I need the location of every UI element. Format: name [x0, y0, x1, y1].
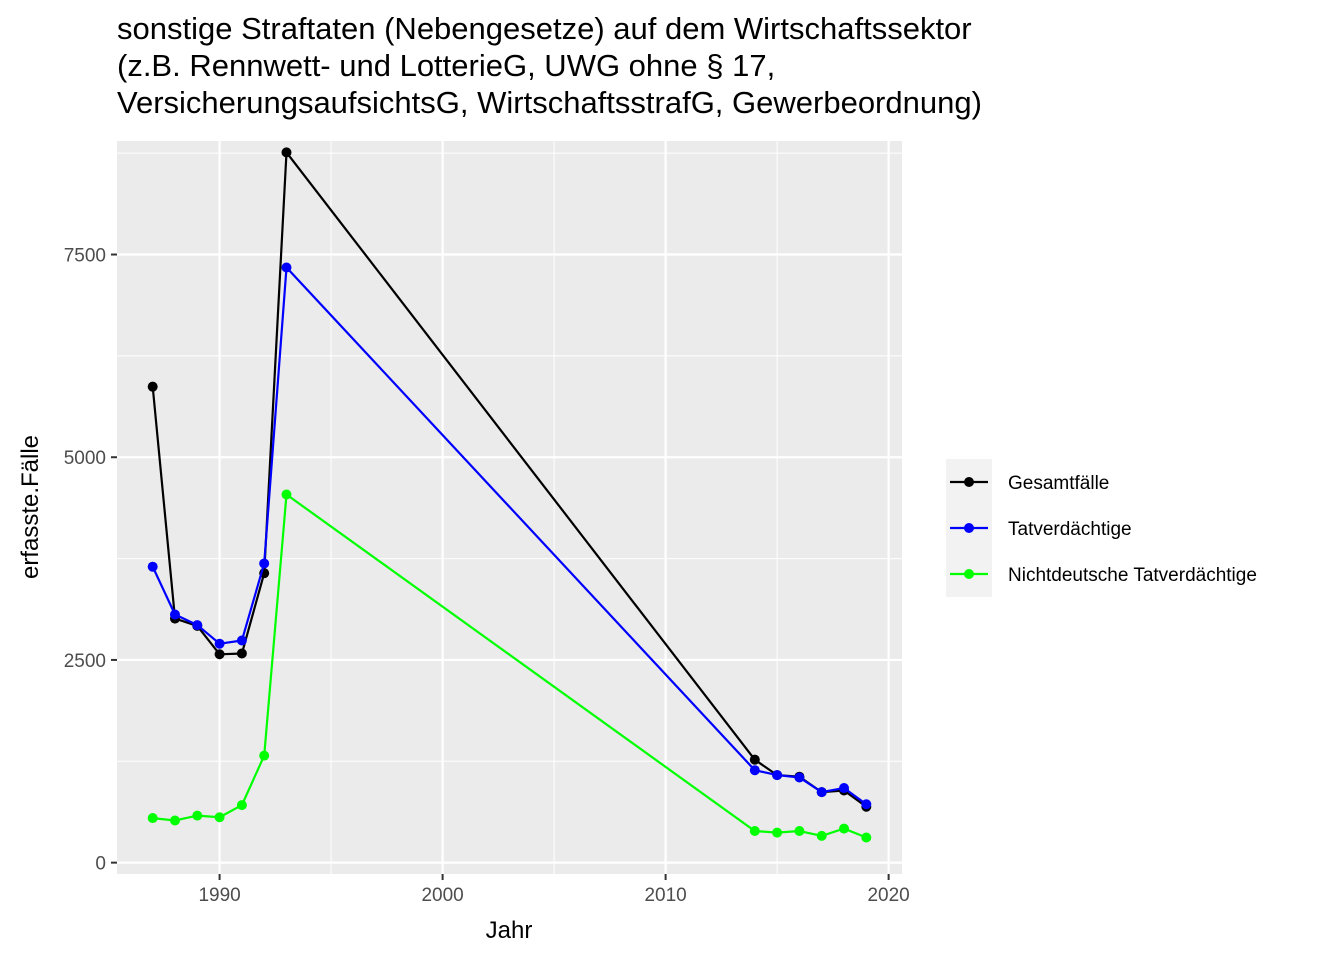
x-tick-label: 2020 — [867, 885, 909, 906]
legend-label: Nichtdeutsche Tatverdächtige — [1008, 565, 1257, 586]
legend: Gesamtfälle Tatverdächtige Nichtdeutsche T… — [946, 459, 1257, 597]
data-point — [236, 648, 247, 659]
data-point — [236, 800, 247, 811]
data-point — [816, 830, 827, 841]
data-point — [749, 826, 760, 837]
legend-label: Tatverdächtige — [1008, 519, 1132, 540]
data-point — [772, 770, 783, 781]
axes: 1990 2000 2010 2020 0 2500 5000 7500 — [64, 246, 910, 906]
x-tick-label: 1990 — [198, 885, 240, 906]
data-point — [169, 609, 180, 620]
data-point — [839, 783, 850, 794]
title-line-1: sonstige Straftaten (Nebengesetze) auf d… — [117, 11, 972, 46]
data-point — [259, 558, 270, 569]
legend-key-point — [964, 569, 974, 579]
y-tick-label: 7500 — [64, 246, 106, 267]
legend-label: Gesamtfälle — [1008, 473, 1109, 494]
data-point — [772, 827, 783, 838]
data-point — [281, 262, 292, 273]
data-point — [147, 561, 158, 572]
data-point — [214, 812, 225, 823]
data-point — [794, 826, 805, 837]
y-tick-label: 0 — [95, 854, 106, 875]
title-line-3: VersicherungsaufsichtsG, Wirtschaftsstra… — [117, 85, 982, 120]
y-tick-label: 2500 — [64, 651, 106, 672]
plot-area — [117, 141, 902, 874]
data-point — [749, 754, 760, 765]
data-point — [147, 813, 158, 824]
data-point — [192, 620, 203, 631]
data-point — [169, 815, 180, 826]
data-point — [259, 750, 270, 761]
data-point — [794, 772, 805, 783]
data-point — [236, 635, 247, 646]
legend-key-point — [964, 523, 974, 533]
data-point — [147, 381, 158, 392]
data-point — [214, 649, 225, 660]
data-point — [281, 489, 292, 500]
legend-key-point — [964, 477, 974, 487]
data-point — [816, 787, 827, 798]
data-point — [192, 810, 203, 821]
chart-title: sonstige Straftaten (Nebengesetze) auf d… — [117, 11, 982, 120]
title-line-2: (z.B. Rennwett- und LotterieG, UWG ohne … — [117, 48, 775, 83]
x-tick-label: 2010 — [644, 885, 686, 906]
y-tick-label: 5000 — [64, 448, 106, 469]
x-axis-title: Jahr — [486, 917, 533, 944]
data-point — [839, 823, 850, 834]
y-axis-title: erfasste.Fälle — [17, 435, 44, 579]
data-point — [214, 638, 225, 649]
x-tick-label: 2000 — [421, 885, 463, 906]
data-point — [281, 147, 292, 158]
data-point — [861, 832, 872, 843]
data-point — [861, 799, 872, 810]
data-point — [749, 765, 760, 776]
